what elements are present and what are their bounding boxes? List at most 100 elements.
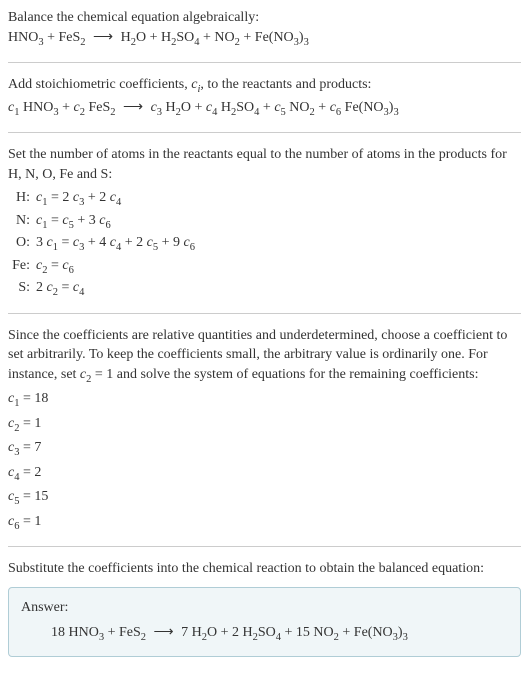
eq-text: SO <box>176 30 194 45</box>
sub: 4 <box>116 197 121 208</box>
sub: 3 <box>403 632 408 643</box>
eq-text: FeS <box>85 100 110 115</box>
instruction-substitute: Substitute the coefficients into the che… <box>8 559 521 579</box>
answer-box: Answer: 18 HNO3 + FeS2 ⟶ 7 H2O + 2 H2SO4… <box>8 587 521 657</box>
sub: 6 <box>190 242 195 253</box>
element-label: H: <box>8 188 36 210</box>
element-label: Fe: <box>8 256 36 278</box>
atoms-table: H: c1 = 2 c3 + 2 c4 N: c1 = c5 + 3 c6 O:… <box>8 188 521 300</box>
eq-text: + <box>315 100 330 115</box>
atoms-eq: c1 = c5 + 3 c6 <box>36 211 111 233</box>
text: + 2 <box>121 235 146 250</box>
divider <box>8 313 521 314</box>
arrow-icon: ⟶ <box>119 100 147 115</box>
element-label: O: <box>8 233 36 255</box>
atoms-row-o: O: 3 c1 = c3 + 4 c4 + 2 c5 + 9 c6 <box>8 233 521 255</box>
text: = <box>47 258 62 273</box>
divider <box>8 546 521 547</box>
eq-text: Fe(NO <box>341 100 383 115</box>
sub: 6 <box>105 220 110 231</box>
eq-text: SO <box>258 625 276 640</box>
text: = 7 <box>19 440 41 455</box>
equation-balanced: 18 HNO3 + FeS2 ⟶ 7 H2O + 2 H2SO4 + 15 NO… <box>21 623 508 645</box>
atoms-eq: 3 c1 = c3 + 4 c4 + 2 c5 + 9 c6 <box>36 233 195 255</box>
eq-text: 7 H <box>181 625 202 640</box>
eq-text: + FeS <box>44 30 81 45</box>
text: Add stoichiometric coefficients, <box>8 77 191 92</box>
eq-text: H <box>162 100 176 115</box>
arrow-icon: ⟶ <box>150 625 178 640</box>
atoms-eq: 2 c2 = c4 <box>36 278 84 300</box>
coef-value-line: c4 = 2 <box>8 463 521 485</box>
eq-text: + NO <box>200 30 235 45</box>
instruction-atoms: Set the number of atoms in the reactants… <box>8 145 521 184</box>
text: + 3 <box>74 213 99 228</box>
instruction-balance: Balance the chemical equation algebraica… <box>8 8 521 28</box>
instruction-solve: Since the coefficients are relative quan… <box>8 326 521 388</box>
text: + 9 <box>158 235 183 250</box>
eq-text: O + 2 H <box>207 625 253 640</box>
sub: 2 <box>141 632 146 643</box>
text: 3 <box>36 235 47 250</box>
sub: 6 <box>69 264 74 275</box>
atoms-row-n: N: c1 = c5 + 3 c6 <box>8 211 521 233</box>
text: = 2 <box>47 190 72 205</box>
section-solve: Since the coefficients are relative quan… <box>8 326 521 535</box>
eq-text: HNO <box>8 30 38 45</box>
text: 2 <box>36 280 47 295</box>
atoms-row-s: S: 2 c2 = c4 <box>8 278 521 300</box>
element-label: S: <box>8 278 36 300</box>
element-label: N: <box>8 211 36 233</box>
sub: 3 <box>393 106 398 117</box>
instruction-add-coef: Add stoichiometric coefficients, ci, to … <box>8 75 521 97</box>
sub: 2 <box>110 106 115 117</box>
section-atoms: Set the number of atoms in the reactants… <box>8 145 521 301</box>
eq-text: H <box>121 30 131 45</box>
atoms-row-h: H: c1 = 2 c3 + 2 c4 <box>8 188 521 210</box>
text: = <box>58 235 73 250</box>
equation-original: HNO3 + FeS2 ⟶ H2O + H2SO4 + NO2 + Fe(NO3… <box>8 28 521 50</box>
text: = 18 <box>19 391 48 406</box>
coef-value-line: c5 = 15 <box>8 487 521 509</box>
eq-text: + FeS <box>104 625 141 640</box>
section-answer: Substitute the coefficients into the che… <box>8 559 521 657</box>
answer-label: Answer: <box>21 598 508 618</box>
divider <box>8 132 521 133</box>
eq-text: O + H <box>136 30 171 45</box>
text: = <box>58 280 73 295</box>
text: = 1 <box>19 514 41 529</box>
text: = 15 <box>19 489 48 504</box>
text: = 2 <box>19 465 41 480</box>
equation-with-coef: c1 HNO3 + c2 FeS2 ⟶ c3 H2O + c4 H2SO4 + … <box>8 98 521 120</box>
eq-text: + Fe(NO <box>240 30 294 45</box>
atoms-row-fe: Fe: c2 = c6 <box>8 256 521 278</box>
eq-text: + <box>59 100 74 115</box>
atoms-eq: c2 = c6 <box>36 256 74 278</box>
eq-text: H <box>217 100 231 115</box>
coef-value-line: c2 = 1 <box>8 414 521 436</box>
eq-text: SO <box>236 100 254 115</box>
section-original: Balance the chemical equation algebraica… <box>8 8 521 50</box>
arrow-icon: ⟶ <box>89 30 117 45</box>
text: + 4 <box>84 235 109 250</box>
sub: 4 <box>79 287 84 298</box>
coef-value-line: c3 = 7 <box>8 438 521 460</box>
text: + 2 <box>84 190 109 205</box>
text: = 1 <box>19 416 41 431</box>
eq-text: 18 HNO <box>51 625 99 640</box>
eq-text: O + <box>181 100 206 115</box>
coef-value-line: c1 = 18 <box>8 389 521 411</box>
coef-value-line: c6 = 1 <box>8 512 521 534</box>
eq-text: + 15 NO <box>281 625 334 640</box>
eq-text: + Fe(NO <box>339 625 393 640</box>
text: = <box>47 213 62 228</box>
divider <box>8 62 521 63</box>
section-coefficients: Add stoichiometric coefficients, ci, to … <box>8 75 521 120</box>
sub: 3 <box>304 36 309 47</box>
sub: 2 <box>80 36 85 47</box>
eq-text: + <box>259 100 274 115</box>
text: = 1 and solve the system of equations fo… <box>91 367 478 382</box>
eq-text: HNO <box>19 100 53 115</box>
atoms-eq: c1 = 2 c3 + 2 c4 <box>36 188 121 210</box>
text: , to the reactants and products: <box>200 77 371 92</box>
